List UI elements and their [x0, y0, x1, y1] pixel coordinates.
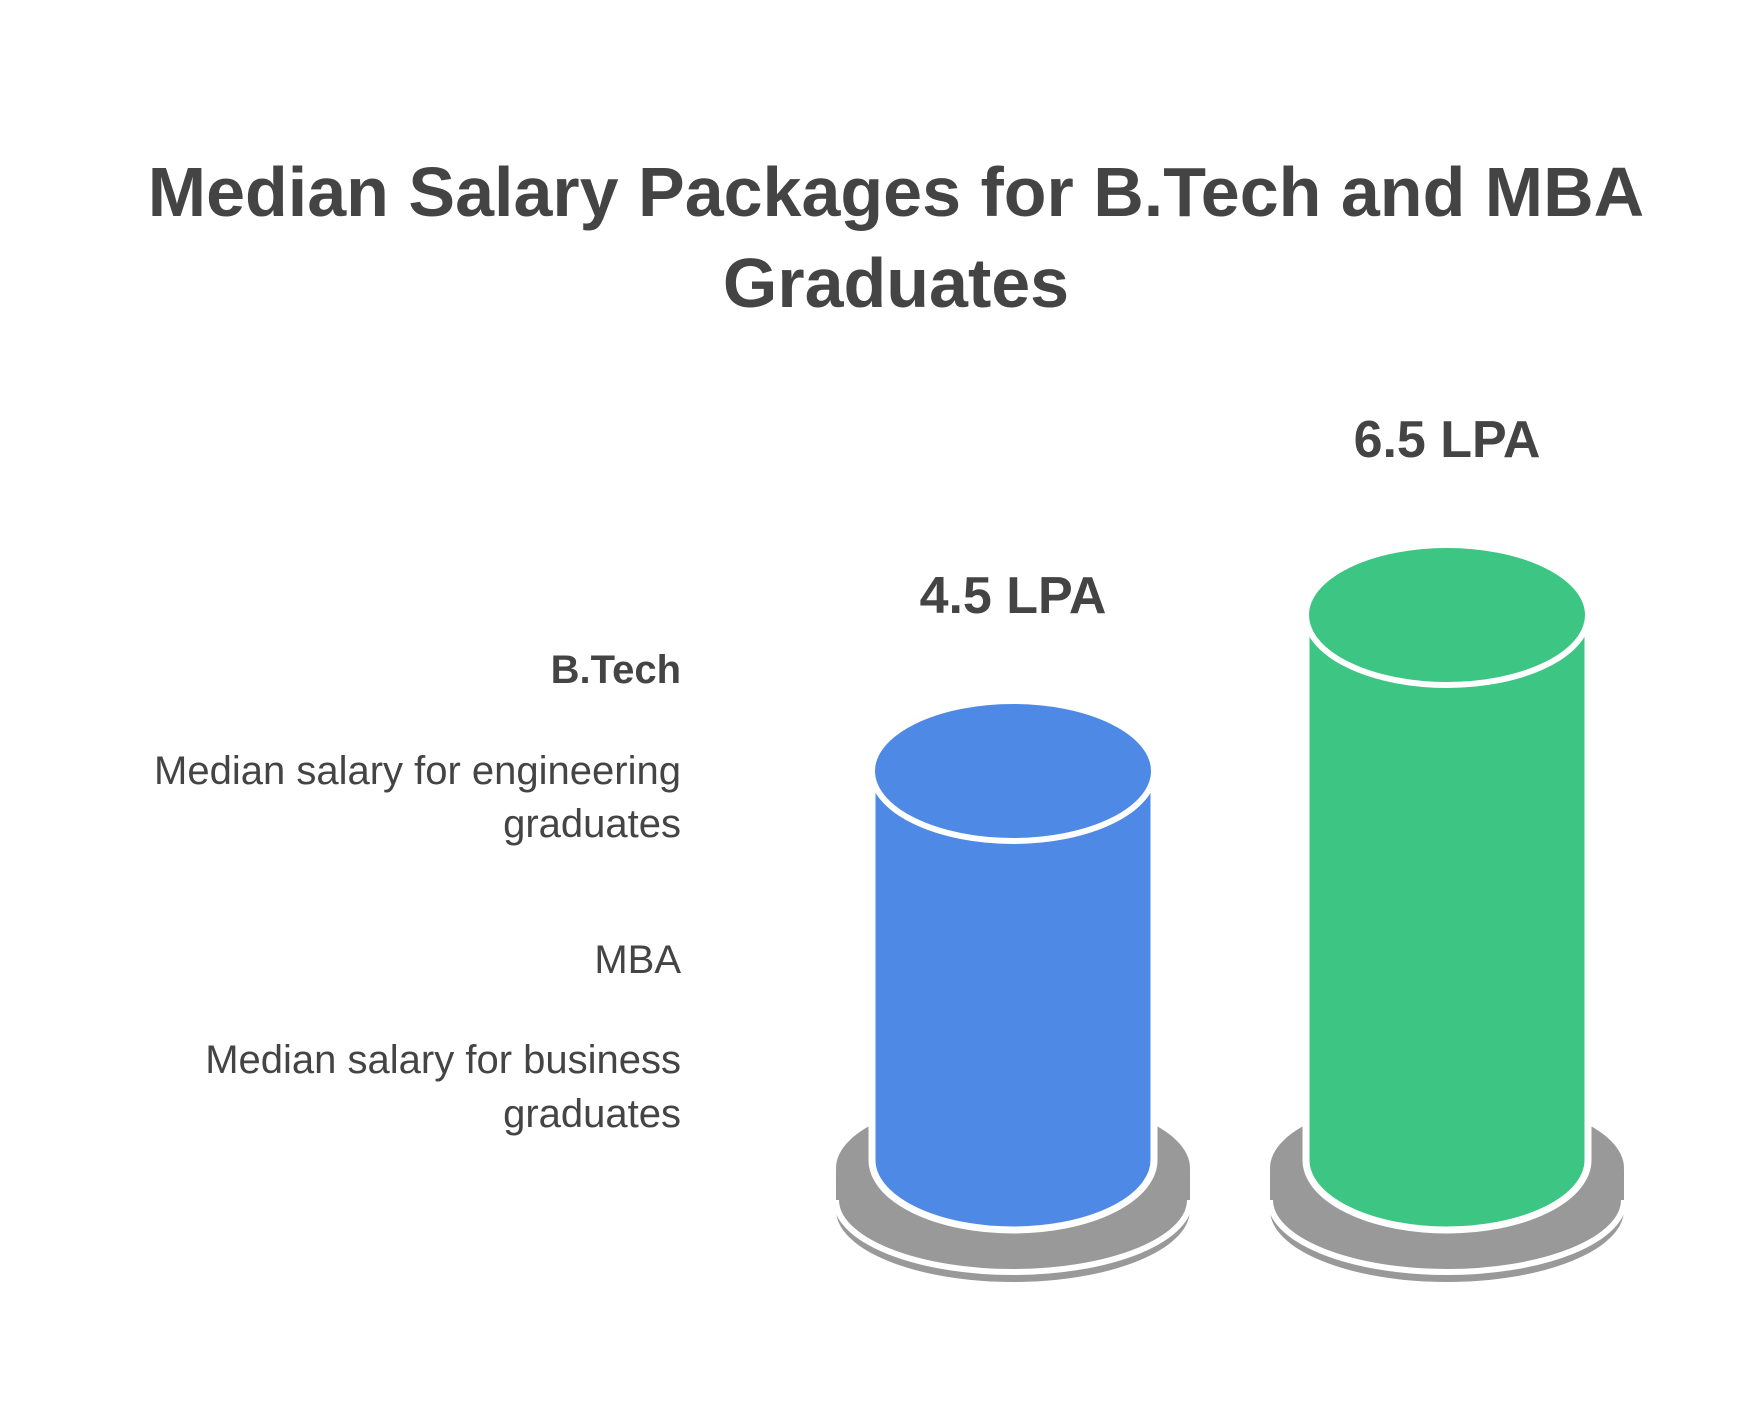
legend-mba-desc-1: Median salary for business: [205, 1038, 681, 1082]
legend-btech-name: B.Tech: [551, 648, 681, 692]
bar-mba: [1302, 611, 1592, 1234]
legend-mba-desc-2: graduates: [503, 1092, 681, 1136]
legend-btech-desc-1: Median salary for engineering: [154, 749, 681, 793]
chart-title-line-2: Graduates: [723, 244, 1069, 322]
base-plate-separator: [833, 1199, 1193, 1275]
bar-top: [1303, 542, 1591, 688]
bar-btech: [868, 767, 1158, 1234]
value-label: 4.5 LPA: [920, 567, 1107, 625]
chart-title-line-1: Median Salary Packages for B.Tech and MB…: [148, 153, 1644, 231]
base-plate-separator: [1267, 1199, 1627, 1275]
bar-top: [869, 698, 1157, 844]
legend-btech-desc-2: graduates: [503, 802, 681, 846]
legend-mba-name: MBA: [594, 938, 681, 982]
value-label: 6.5 LPA: [1354, 411, 1541, 469]
bars: 4.5 LPA 6.5 LPA: [833, 411, 1627, 1282]
